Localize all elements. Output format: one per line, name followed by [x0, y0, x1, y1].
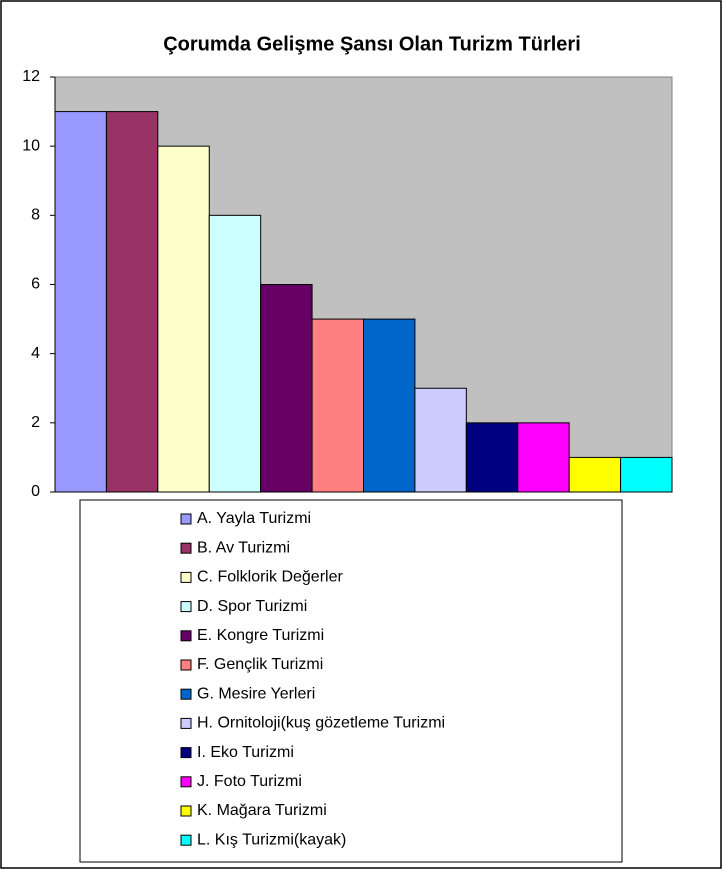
bar — [54, 111, 107, 493]
chart-title: Çorumda Gelişme Şansı Olan Turizm Türler… — [163, 33, 581, 55]
legend-label: H. Ornitoloji(kuş gözetleme Turizmi — [197, 715, 445, 732]
bar — [157, 145, 210, 493]
legend-swatch — [180, 717, 192, 729]
legend-swatch — [180, 688, 192, 700]
bar — [465, 422, 519, 493]
legend-label: G. Mesire Yerleri — [197, 685, 315, 702]
legend-label: D. Spor Turizmi — [197, 598, 307, 615]
legend-label: I. Eko Turizmi — [197, 744, 294, 761]
y-tick-label: 6 — [31, 276, 40, 293]
y-tick-label: 0 — [31, 483, 40, 500]
legend-label: K. Mağara Turizmi — [197, 802, 327, 819]
y-tick-label: 4 — [31, 345, 40, 362]
legend-swatch — [180, 571, 192, 583]
bar — [568, 456, 622, 493]
legend-swatch — [180, 542, 192, 554]
legend-swatch — [180, 805, 192, 817]
legend-swatch — [180, 659, 192, 671]
legend-swatch — [180, 630, 192, 642]
y-tick-label: 8 — [31, 207, 40, 224]
bar — [363, 318, 416, 493]
bar — [105, 111, 159, 493]
bar — [414, 387, 467, 493]
legend-label: C. Folklorik Değerler — [197, 569, 343, 586]
bar — [517, 422, 570, 493]
legend-label: J. Foto Turizmi — [197, 773, 302, 790]
bar — [208, 214, 262, 493]
legend — [79, 499, 623, 863]
y-tick-label: 10 — [22, 137, 40, 154]
y-tick-label: 12 — [22, 68, 40, 85]
bar — [620, 456, 673, 493]
legend-label: F. Gençlik Turizmi — [197, 656, 323, 673]
legend-label: A. Yayla Turizmi — [197, 510, 311, 527]
bar — [260, 284, 313, 493]
bar — [311, 318, 365, 493]
legend-swatch — [180, 513, 192, 525]
legend-label: B. Av Turizmi — [197, 539, 290, 556]
legend-label: L. Kış Turizmi(kayak) — [197, 831, 346, 848]
legend-swatch — [180, 834, 192, 846]
legend-swatch — [180, 601, 192, 613]
legend-swatch — [180, 747, 192, 759]
legend-label: E. Kongre Turizmi — [197, 627, 324, 644]
y-tick-label: 2 — [31, 414, 40, 431]
legend-swatch — [180, 776, 192, 788]
